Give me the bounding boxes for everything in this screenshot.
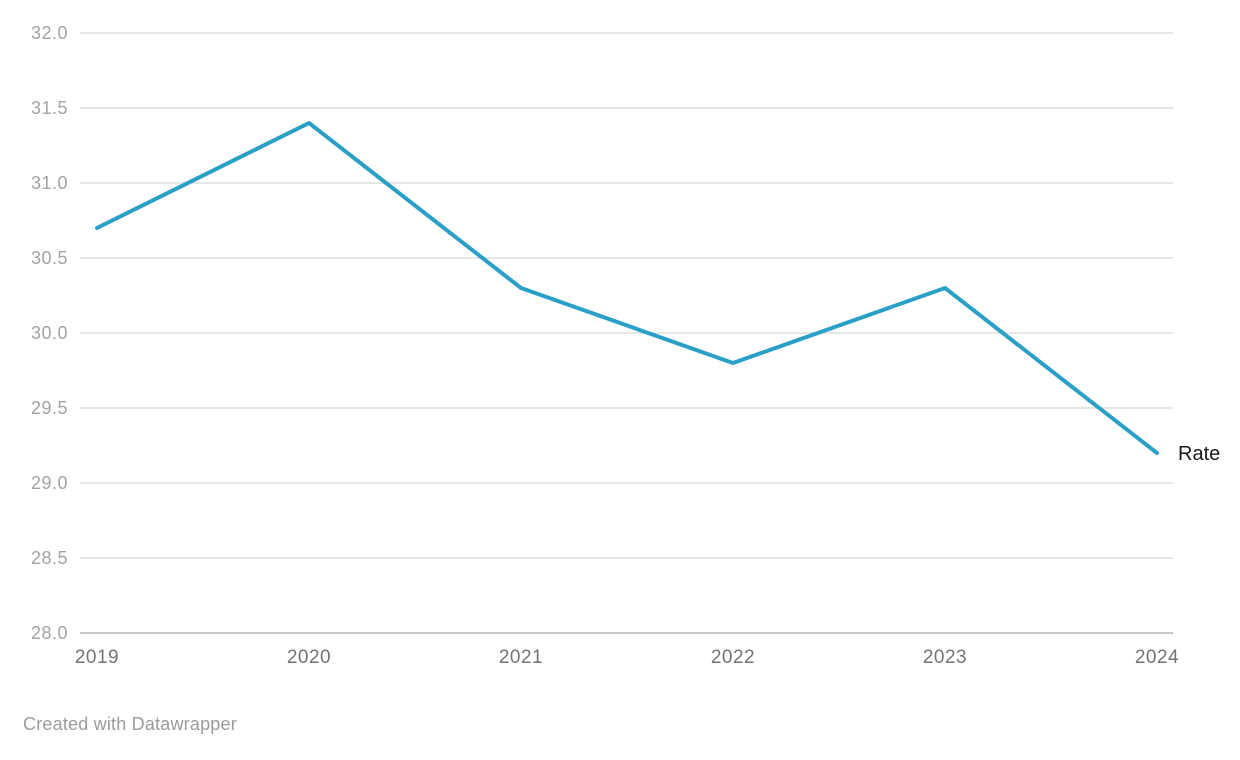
y-axis-tick-label: 28.5 bbox=[31, 548, 68, 568]
y-axis-tick-label: 31.0 bbox=[31, 173, 68, 193]
x-axis-tick-label: 2019 bbox=[75, 647, 119, 668]
y-axis-tick-label: 30.0 bbox=[31, 323, 68, 343]
y-axis-tick-label: 28.0 bbox=[31, 623, 68, 643]
x-axis-tick-label: 2021 bbox=[499, 647, 543, 668]
x-axis-tick-label: 2024 bbox=[1135, 647, 1179, 668]
x-axis-tick-label: 2020 bbox=[287, 647, 331, 668]
y-axis-tick-label: 31.5 bbox=[31, 98, 68, 118]
y-axis-tick-label: 30.5 bbox=[31, 248, 68, 268]
x-axis-tick-label: 2022 bbox=[711, 647, 755, 668]
series-line-rate bbox=[95, 121, 1159, 455]
x-axis-tick-label: 2023 bbox=[923, 647, 967, 668]
y-axis-tick-label: 32.0 bbox=[31, 23, 68, 43]
y-axis-tick-label: 29.5 bbox=[31, 398, 68, 418]
y-axis-tick-label: 29.0 bbox=[31, 473, 68, 493]
chart-canvas: 28.0 28.5 29.0 29.5 30.0 30.5 31.0 31.5 32.0 2019… bbox=[31, 23, 1220, 668]
attribution-text: Created with Datawrapper bbox=[23, 714, 237, 734]
series-label-rate: Rate bbox=[1178, 443, 1220, 465]
